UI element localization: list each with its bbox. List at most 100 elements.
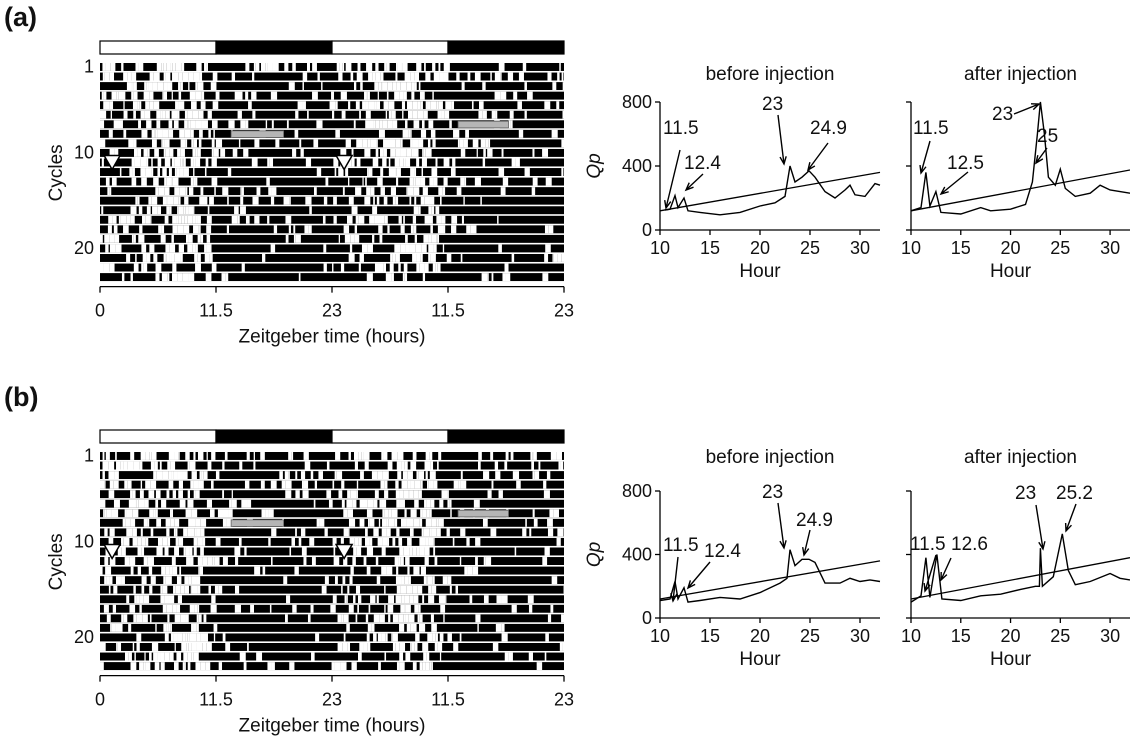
rest-gap — [422, 643, 429, 651]
rest-gap — [356, 158, 361, 167]
rest-gap — [342, 63, 345, 71]
rest-gap — [253, 452, 255, 460]
y-axis-title: Qp — [584, 542, 605, 567]
rest-gap — [136, 499, 139, 508]
rest-gap — [459, 139, 464, 148]
rest-gap — [195, 82, 198, 91]
rest-gap — [401, 63, 403, 71]
rest-gap — [414, 234, 417, 243]
rest-gap — [410, 585, 413, 594]
rest-gap — [423, 234, 429, 243]
rest-gap — [104, 528, 108, 537]
rest-gap — [419, 547, 422, 556]
rest-gap — [231, 215, 238, 224]
rest-gap — [386, 566, 393, 575]
actogram-row — [100, 263, 564, 272]
rest-gap — [152, 490, 155, 499]
rest-gap — [392, 537, 396, 546]
rest-gap — [415, 244, 422, 253]
rest-gap — [142, 614, 148, 623]
rest-gap — [359, 643, 364, 651]
rest-gap — [139, 225, 143, 234]
rest-gap — [428, 585, 432, 594]
rest-gap — [414, 480, 421, 489]
rest-gap — [145, 148, 148, 157]
rest-gap — [334, 168, 337, 176]
actogram-row — [100, 234, 564, 243]
rest-gap — [192, 244, 196, 253]
rest-gap — [172, 273, 178, 282]
rest-gap — [254, 566, 261, 575]
rest-gap — [427, 480, 429, 489]
rest-gap — [423, 110, 428, 119]
rest-gap — [384, 480, 388, 489]
rest-gap — [161, 139, 163, 148]
rest-gap — [270, 196, 275, 205]
rest-gap — [284, 471, 289, 480]
rest-gap — [217, 509, 224, 518]
dark-phase-segment — [215, 40, 333, 55]
rest-gap — [475, 614, 481, 623]
rest-gap — [206, 225, 212, 234]
rest-gap — [351, 158, 355, 167]
rest-gap — [365, 528, 368, 537]
rest-gap — [531, 187, 536, 196]
rest-gap — [472, 566, 479, 575]
rest-gap — [427, 139, 431, 148]
x-axis-title: Hour — [990, 649, 1032, 670]
rest-gap — [494, 461, 499, 470]
rest-gap — [134, 148, 138, 157]
rest-gap — [155, 623, 157, 632]
rest-gap — [514, 547, 517, 556]
rest-gap — [210, 82, 217, 91]
rest-gap — [416, 158, 420, 167]
rest-gap — [387, 461, 393, 470]
y-axis-title-group: Qp — [584, 542, 605, 567]
rest-gap — [545, 633, 549, 642]
rest-gap — [498, 168, 505, 176]
rest-gap — [403, 490, 409, 499]
rest-gap — [527, 91, 533, 100]
rest-gap — [171, 158, 175, 167]
rest-gap — [205, 273, 212, 282]
rest-gap — [425, 662, 430, 671]
rest-gap — [447, 576, 452, 585]
rest-gap — [382, 120, 388, 129]
rest-gap — [354, 461, 358, 470]
rest-gap — [184, 585, 190, 594]
rest-gap — [354, 225, 358, 234]
light-phase-segment — [99, 40, 217, 55]
rest-gap — [151, 196, 158, 205]
rest-gap — [112, 215, 117, 224]
x-tick: 10 — [901, 238, 921, 258]
rest-gap — [382, 471, 389, 480]
rest-gap — [234, 585, 240, 594]
rest-gap — [150, 528, 154, 537]
rest-gap — [149, 585, 153, 594]
rest-gap — [270, 91, 278, 100]
activity-band — [100, 652, 564, 661]
rest-gap — [300, 148, 304, 157]
rest-gap — [371, 547, 374, 556]
activity-band — [100, 129, 564, 138]
rest-gap — [127, 461, 134, 470]
rest-gap — [133, 614, 137, 623]
cycle-tick: 20 — [74, 627, 94, 647]
rest-gap — [405, 604, 411, 613]
rest-gap — [366, 63, 373, 71]
rest-gap — [291, 452, 294, 460]
rest-gap — [185, 452, 190, 460]
rest-gap — [133, 461, 140, 470]
rest-gap — [394, 244, 401, 253]
peak-label: 23 — [762, 94, 783, 115]
actogram-row — [100, 82, 565, 91]
rest-gap — [431, 518, 437, 527]
rest-gap — [197, 82, 204, 91]
rest-gap — [162, 91, 164, 100]
rest-gap — [373, 196, 375, 205]
rest-gap — [343, 509, 348, 518]
rest-gap — [234, 91, 241, 100]
rest-gap — [190, 557, 194, 565]
rest-gap — [553, 509, 559, 518]
rest-gap — [200, 547, 204, 556]
